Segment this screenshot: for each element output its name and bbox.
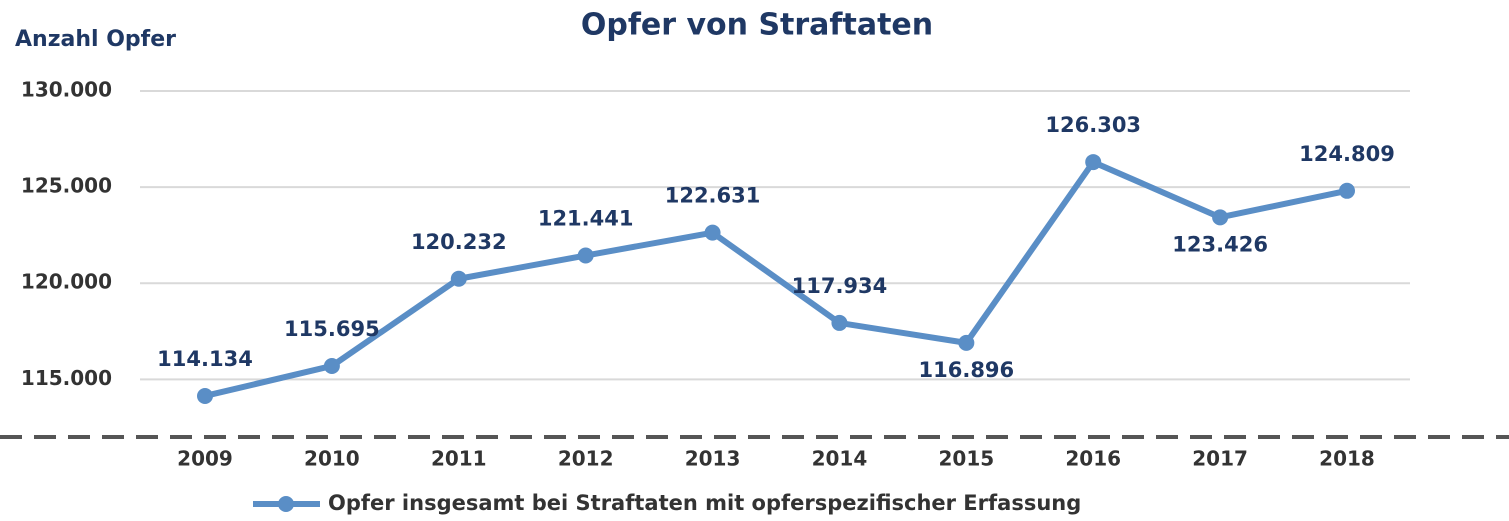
y-tick-label: 130.000 <box>21 78 112 102</box>
y-tick-label: 125.000 <box>21 174 112 198</box>
point <box>197 387 213 404</box>
point <box>958 334 975 351</box>
legend-marker <box>278 496 294 512</box>
chart-title: Opfer von Straftaten <box>581 8 933 43</box>
point <box>704 224 721 241</box>
x-tick-label: 2017 <box>1192 447 1248 471</box>
point <box>1212 209 1229 226</box>
data-label: 120.232 <box>411 230 507 254</box>
x-tick-label: 2010 <box>304 447 360 471</box>
data-label: 114.134 <box>157 347 253 371</box>
point <box>323 357 340 374</box>
data-label: 116.896 <box>919 358 1015 382</box>
x-tick-label: 2013 <box>685 447 741 471</box>
point <box>1085 154 1102 171</box>
data-label: 121.441 <box>538 207 634 231</box>
data-label: 123.426 <box>1172 232 1268 256</box>
y-tick-label: 115.000 <box>21 366 112 390</box>
x-tick-label: 2009 <box>177 447 233 471</box>
y-axis-label: Anzahl Opfer <box>15 27 176 52</box>
data-label: 124.809 <box>1299 142 1395 166</box>
series-line <box>204 159 1348 399</box>
data-label: 117.934 <box>792 274 888 298</box>
x-tick-label: 2015 <box>938 447 994 471</box>
y-tick-label: 120.000 <box>21 270 112 294</box>
data-label: 122.631 <box>665 184 761 208</box>
legend-label: Opfer insgesamt bei Straftaten mit opfer… <box>328 491 1081 515</box>
x-tick-label: 2016 <box>1065 447 1121 471</box>
point <box>450 270 467 287</box>
point <box>1339 182 1355 199</box>
point <box>577 247 594 264</box>
point <box>831 314 848 331</box>
data-label: 126.303 <box>1045 113 1141 137</box>
x-tick-label: 2018 <box>1319 447 1375 471</box>
x-tick-label: 2014 <box>812 447 868 471</box>
data-label: 115.695 <box>284 317 380 341</box>
x-tick-label: 2011 <box>431 447 487 471</box>
x-tick-label: 2012 <box>558 447 614 471</box>
